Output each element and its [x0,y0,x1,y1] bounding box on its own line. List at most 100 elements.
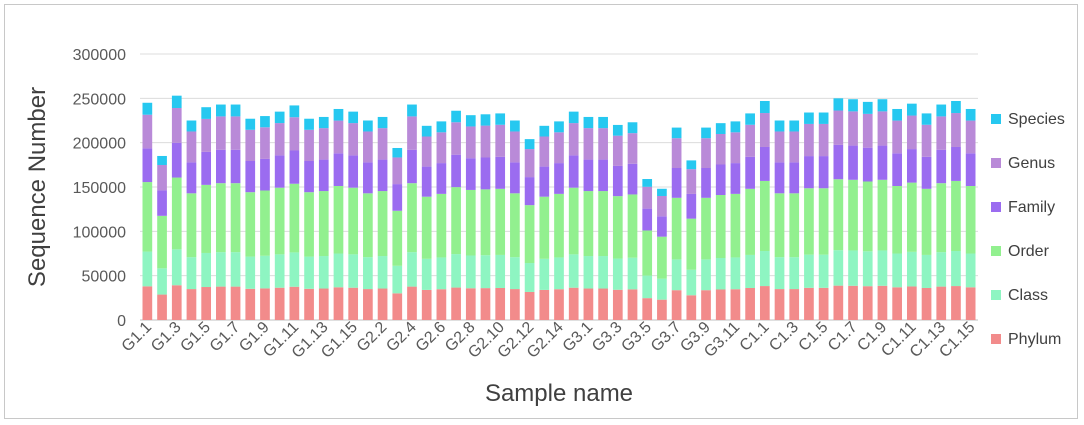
bar-segment-species [598,116,608,129]
bar-segment-species [510,120,520,132]
bar-segment-family [627,163,638,195]
legend-label-class: Class [1008,287,1048,304]
bar-segment-order [465,189,476,256]
bar-segment-family [906,149,917,183]
bar-segment-class [245,256,256,289]
bar-segment-order [289,183,300,253]
bar-segment-order [671,197,682,260]
bar-segment-class [171,249,182,286]
bar-segment-family [510,162,520,194]
y-tick-label: 300000 [73,47,126,64]
bar-segment-class [789,257,800,290]
bar-segment-species [186,120,197,132]
bar-segment-phylum [465,288,476,320]
bar-segment-order [730,193,741,258]
bar-segment-family [804,156,814,189]
bar-segment-family [407,149,417,184]
bar-segment-species [862,101,873,114]
bar-segment-phylum [686,295,697,320]
bar-segment-phylum [657,299,667,320]
bar-segment-species [333,108,344,121]
bar-segment-genus [612,135,623,166]
bar-segment-class [745,254,755,288]
bar-segment-genus [289,117,300,151]
bar-segment-genus [715,133,726,165]
y-axis-ticks: 0 50000 100000 150000 200000 250000 300000 [73,47,126,330]
bar-segment-class [216,252,226,287]
bar-segment-species [715,123,726,134]
bar-segment-family [304,160,314,193]
bar-segment-order [407,183,417,253]
bar-segment-genus [524,149,535,178]
bar-segment-species [142,102,153,115]
bar-segment-species [480,114,491,126]
bar-segment-species [612,124,623,136]
bar-segment-class [657,278,667,300]
bar-segment-phylum [804,287,814,320]
bar-segment-genus [657,195,667,217]
bar-segment-family [289,150,300,184]
bar-segment-genus [216,116,226,150]
bar-segment-order [642,230,653,276]
x-axis-title: Sample name [485,380,633,407]
bar-segment-species [877,99,888,112]
bar-segment-phylum [363,289,373,320]
bar-segment-species [554,121,564,133]
bar-segment-phylum [451,287,461,320]
bar-segment-genus [539,136,550,167]
bar-segment-order [186,193,197,258]
bar-segment-genus [730,132,741,164]
bar-segment-species [921,113,932,125]
bar-segment-order [715,195,726,258]
bar-segment-phylum [407,286,417,320]
bar-segment-species [451,110,461,123]
bar-segment-family [421,166,432,197]
bar-segment-family [245,160,256,193]
bar-segment-genus [274,123,285,156]
bar-segment-phylum [348,287,359,320]
bar-segment-phylum [848,285,858,320]
y-tick-label: 50000 [82,269,127,286]
x-tick-label: G2.2 [354,319,391,356]
bar-segment-order [495,188,506,255]
bar-segment-family [554,163,564,194]
y-tick-label: 100000 [73,224,126,241]
bar-segment-order [539,196,550,259]
bar-segment-phylum [230,286,241,320]
bar-segment-class [318,256,329,289]
bar-segment-order [377,191,388,257]
bar-segment-class [421,258,432,290]
bar-segment-order [230,183,241,253]
bar-segment-family [377,159,388,192]
bar-segment-phylum [260,288,270,320]
bar-segment-phylum [377,288,388,320]
chart-frame: 0 50000 100000 150000 200000 250000 300000 G1.… [4,4,1078,419]
bar-segment-family [465,158,476,190]
bar-segment-class [480,255,491,289]
bar-segment-genus [759,113,770,147]
bar-segment-genus [363,131,373,163]
bar-segment-genus [245,129,256,161]
bar-segment-genus [480,125,491,158]
legend-swatch-class [991,290,1001,300]
bar-segment-order [436,193,447,258]
y-tick-label: 200000 [73,136,126,153]
y-axis-title: Sequence Number [24,87,51,287]
bars [142,95,976,320]
bar-segment-species [260,116,270,128]
legend-swatch-genus [991,158,1001,168]
bar-segment-family [524,177,535,206]
bar-segment-order [171,177,182,250]
bar-segment-class [906,251,917,287]
bar-segment-genus [745,124,755,157]
bar-segment-genus [774,131,785,163]
bar-segment-family [730,163,741,194]
bar-segment-order [892,185,902,254]
bar-segment-class [230,252,241,287]
bar-segment-family [392,184,403,211]
bar-segment-genus [318,128,329,160]
bar-segment-family [216,149,226,184]
y-tick-label: 0 [117,313,126,330]
bar-segment-family [142,148,153,183]
bar-segment-genus [333,120,344,154]
